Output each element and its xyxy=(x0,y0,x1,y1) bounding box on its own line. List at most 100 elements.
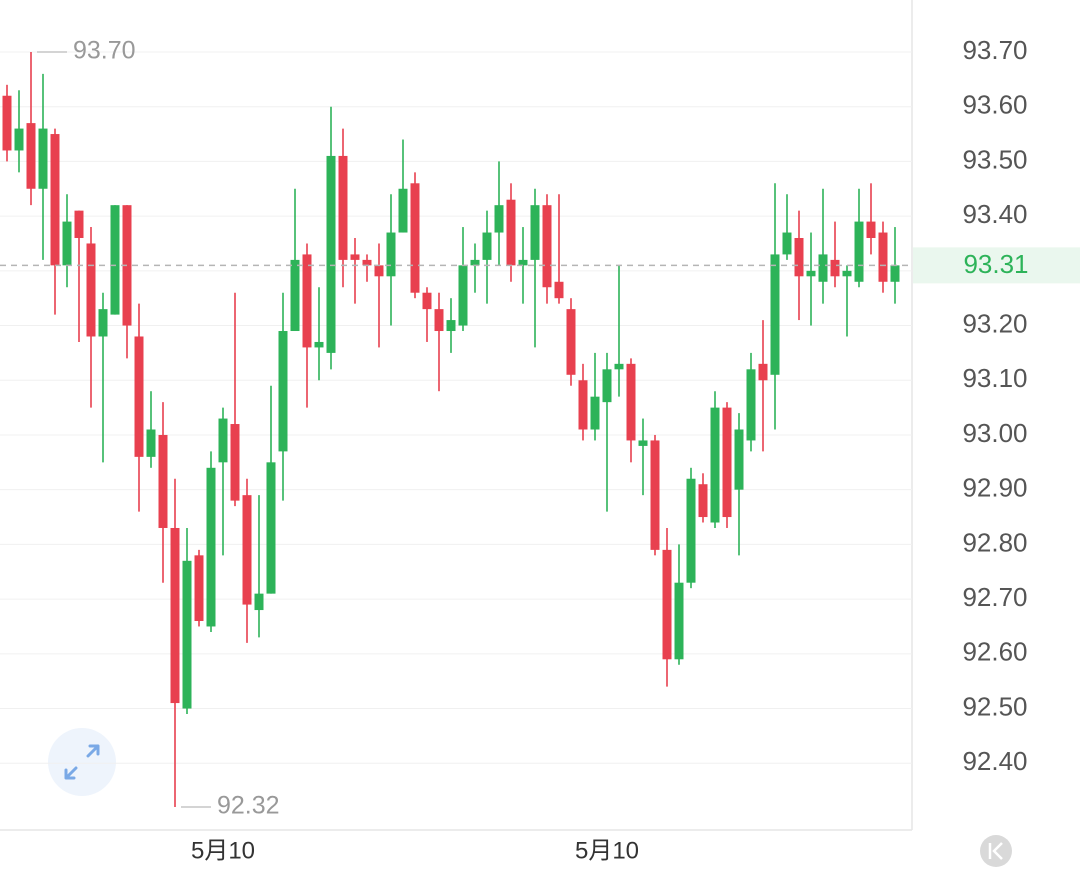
candle-body xyxy=(26,123,36,189)
candle-body xyxy=(2,95,12,151)
candle-body xyxy=(146,429,156,457)
candle-body xyxy=(722,407,732,518)
y-tick-label: 92.90 xyxy=(962,473,1027,503)
last-price-box xyxy=(913,247,1080,284)
candle-body xyxy=(314,341,324,348)
candle-body xyxy=(578,380,588,430)
candle-body xyxy=(866,221,876,239)
y-tick-label: 93.60 xyxy=(962,90,1027,120)
x-tick-label: 5月10 xyxy=(191,837,255,864)
candle-body xyxy=(626,363,636,441)
y-tick-label: 92.70 xyxy=(962,582,1027,612)
candle-body xyxy=(326,155,336,353)
last-price-label: 93.31 xyxy=(963,249,1028,279)
y-tick-label: 92.60 xyxy=(962,637,1027,667)
candle-body xyxy=(170,527,180,704)
candle-body xyxy=(374,265,384,277)
candle-body xyxy=(830,259,840,277)
candle-body xyxy=(302,254,312,348)
candle-body xyxy=(566,309,576,375)
candle-body xyxy=(614,363,624,370)
candle-body xyxy=(62,221,72,266)
candle-body xyxy=(74,210,84,239)
candle-body xyxy=(86,243,96,337)
candle-body xyxy=(446,320,456,332)
candle-body xyxy=(362,259,372,266)
candle-body xyxy=(686,478,696,583)
candle-body xyxy=(230,424,240,501)
candle-body xyxy=(398,188,408,233)
candle-body xyxy=(110,205,120,315)
candle-body xyxy=(770,254,780,375)
candle-body xyxy=(890,265,900,282)
candle-body xyxy=(674,582,684,660)
candle-body xyxy=(422,292,432,310)
candle-body xyxy=(290,259,300,332)
candle-body xyxy=(50,134,60,266)
high-label: 93.70 xyxy=(73,37,136,65)
candle-body xyxy=(134,336,144,457)
candle-body xyxy=(806,270,816,277)
low-label: 92.32 xyxy=(217,792,280,820)
candle-body xyxy=(278,331,288,452)
candle-body xyxy=(818,254,828,282)
candle-body xyxy=(530,205,540,260)
candle-body xyxy=(242,495,252,605)
candle-body xyxy=(458,265,468,326)
candle-body xyxy=(350,254,360,260)
expand-button[interactable] xyxy=(48,728,116,796)
candle-body xyxy=(590,396,600,430)
candle-body xyxy=(602,369,612,403)
candle-body xyxy=(266,462,276,594)
y-tick-label: 92.50 xyxy=(962,691,1027,721)
candle-body xyxy=(518,259,528,266)
y-tick-label: 93.00 xyxy=(962,418,1027,448)
y-tick-label: 93.70 xyxy=(962,35,1027,65)
y-tick-label: 92.40 xyxy=(962,746,1027,776)
candle-body xyxy=(794,238,804,277)
candle-body xyxy=(38,128,48,189)
candle-body xyxy=(194,555,204,621)
candle-body xyxy=(542,205,552,288)
candle-body xyxy=(470,259,480,266)
expand-icon xyxy=(64,744,100,780)
y-tick-label: 93.50 xyxy=(962,144,1027,174)
candle-body xyxy=(638,440,648,446)
candle-body xyxy=(338,155,348,260)
collapse-icon xyxy=(988,842,1003,860)
candle-body xyxy=(386,232,396,277)
candle-body xyxy=(182,560,192,709)
candle-body xyxy=(710,407,720,523)
candle-body xyxy=(746,369,756,441)
y-tick-label: 92.80 xyxy=(962,527,1027,557)
y-tick-label: 93.10 xyxy=(962,363,1027,393)
candle-body xyxy=(14,128,24,151)
collapse-circle[interactable] xyxy=(980,835,1012,867)
candle-body xyxy=(506,199,516,266)
collapse-button[interactable] xyxy=(980,835,1012,867)
candle-body xyxy=(98,309,108,337)
candle-body xyxy=(650,440,660,550)
y-tick-label: 93.40 xyxy=(962,199,1027,229)
y-tick-label: 93.20 xyxy=(962,308,1027,338)
candle-body xyxy=(206,467,216,627)
candle-body xyxy=(734,429,744,490)
candle-body xyxy=(878,232,888,282)
candle-body xyxy=(482,232,492,260)
candle-body xyxy=(758,363,768,381)
expand-circle[interactable] xyxy=(48,728,116,796)
candle-body xyxy=(854,221,864,282)
candle-body xyxy=(494,205,504,233)
candle-body xyxy=(662,549,672,660)
candle-body xyxy=(218,418,228,463)
candle-body xyxy=(434,309,444,332)
candle-body xyxy=(254,593,264,611)
candle-body xyxy=(158,434,168,528)
candle-body xyxy=(698,484,708,518)
candle-body xyxy=(842,270,852,277)
candle-body xyxy=(554,281,564,299)
x-tick-label: 5月10 xyxy=(575,837,639,864)
candle-body xyxy=(782,232,792,255)
